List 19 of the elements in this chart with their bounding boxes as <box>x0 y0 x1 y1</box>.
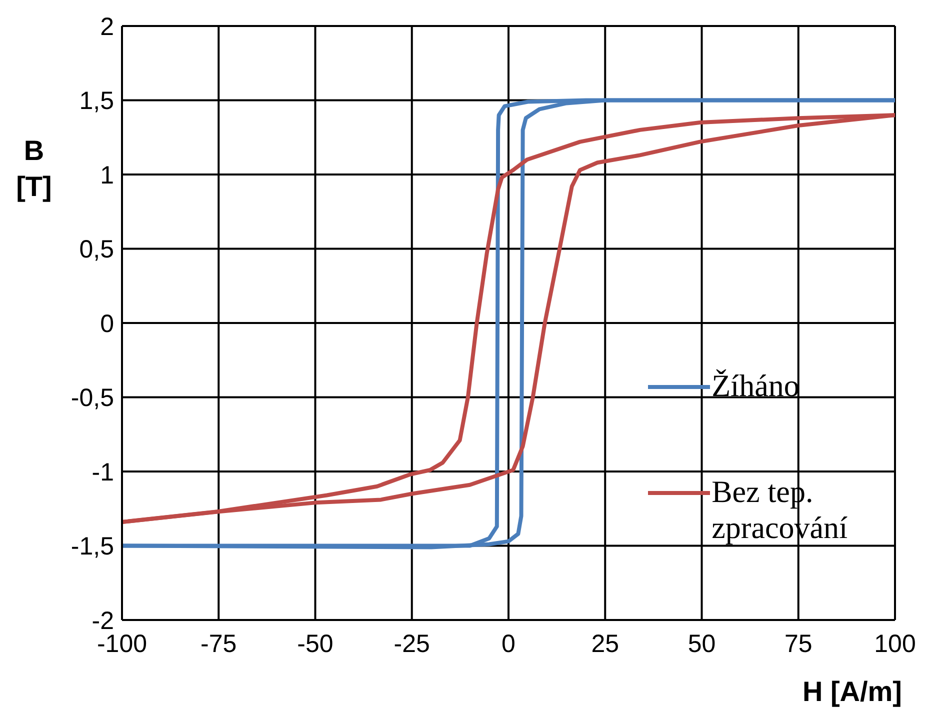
y-tick-label: -1,5 <box>70 532 114 561</box>
y-tick-label: 2 <box>100 12 114 41</box>
y-tick-label: 1,5 <box>79 87 114 116</box>
y-axis-title: B [T] <box>15 134 53 204</box>
x-tick-label: -50 <box>297 630 334 658</box>
y-tick-label: -1 <box>92 458 114 486</box>
x-tick-label: 25 <box>591 630 620 658</box>
y-tick-label: 1 <box>100 161 114 190</box>
y-tick-label: 0,5 <box>79 236 114 264</box>
x-tick-label: 100 <box>874 630 916 658</box>
legend-label: Žíháno <box>712 368 800 404</box>
x-tick-label: 0 <box>502 630 516 658</box>
x-tick-label: -25 <box>394 630 430 658</box>
x-tick-label: 75 <box>784 630 812 658</box>
y-tick-label: 0 <box>100 310 114 338</box>
x-tick-label: -75 <box>200 630 237 658</box>
x-axis-title: H [A/m] <box>802 676 902 708</box>
x-tick-label: 50 <box>688 630 716 658</box>
y-tick-label: -0,5 <box>70 384 114 412</box>
